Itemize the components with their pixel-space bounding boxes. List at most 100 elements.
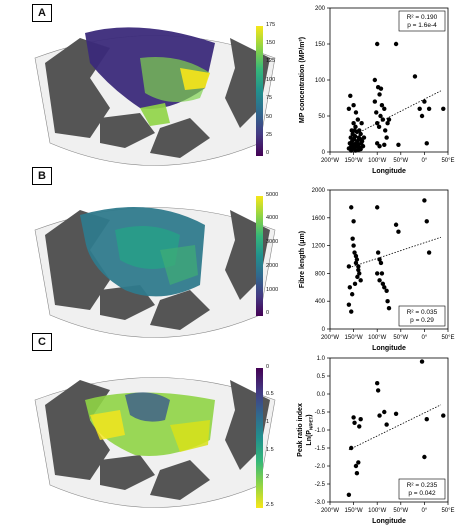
y-tick-label: 800 [315, 271, 326, 277]
panel-label-a: A [32, 4, 52, 22]
data-point [385, 121, 390, 126]
data-point [386, 117, 392, 122]
y-axis-label-2: Ln(PN/PET) [306, 414, 314, 445]
data-point [359, 121, 364, 126]
stats-r2: R² = 0.190 [407, 14, 438, 21]
data-point [358, 131, 363, 137]
data-point [393, 222, 399, 227]
data-point [412, 74, 418, 79]
data-point [356, 460, 361, 465]
landmass-greenland [150, 460, 210, 500]
data-point [353, 463, 359, 469]
data-point [383, 128, 388, 133]
y-axis-label: MP concentration (MP/m³) [299, 37, 306, 123]
x-tick-label: 0° [422, 508, 428, 514]
data-point [380, 281, 386, 287]
data-point [375, 205, 380, 210]
data-point [382, 142, 387, 147]
x-tick-label: 200°W [321, 158, 339, 164]
colorbar-c [256, 368, 263, 508]
x-tick-label: 0° [422, 158, 428, 164]
data-point [393, 41, 399, 47]
data-point [346, 264, 352, 269]
stats-box [398, 10, 446, 32]
data-point [396, 142, 401, 147]
data-point [374, 110, 379, 115]
x-tick-label: 200°W [321, 508, 339, 514]
y-tick-label: -2.0 [315, 464, 326, 470]
data-point [426, 106, 432, 112]
scatter-b: 200°W 150°W 100°W 50°W 0° 50°E 0 400 800 1200 1600… [299, 188, 455, 352]
data-point [350, 236, 355, 241]
data-point [346, 492, 352, 497]
data-point [348, 93, 353, 99]
data-point [375, 41, 380, 47]
data-point [393, 411, 399, 416]
x-axis-label: Longitude [372, 518, 406, 525]
landmass-canada [100, 113, 155, 148]
data-point [377, 144, 382, 149]
colorbar-c-ticks: 0 0.5 1 1.5 2 2.5 [266, 364, 274, 508]
x-tick-label: 50°E [441, 335, 454, 341]
data-point [417, 106, 422, 112]
data-point [358, 417, 363, 422]
y-tick-label: -0.5 [315, 410, 326, 416]
data-point [349, 309, 354, 314]
stats-box [398, 305, 446, 327]
data-point [358, 278, 363, 283]
data-point [352, 420, 357, 425]
data-point [386, 305, 392, 311]
data-point [441, 106, 446, 112]
colorbar-b-ticks: 5000 4000 3000 2000 1000 0 [266, 192, 279, 316]
x-tick-label: 200°W [321, 335, 339, 341]
data-point [376, 124, 382, 129]
data-point [375, 381, 380, 386]
data-point [378, 86, 384, 91]
x-tick-label: 150°W [345, 335, 363, 341]
data-point [384, 288, 389, 293]
y-tick-label: -1.5 [315, 446, 326, 452]
data-point [349, 292, 355, 297]
data-point [380, 117, 386, 122]
stats-r2: R² = 0.235 [407, 482, 438, 489]
data-point [357, 271, 362, 276]
plot-frame [329, 189, 449, 330]
data-point [348, 135, 353, 140]
y-tick-label: 0.0 [317, 392, 326, 398]
data-point [359, 139, 365, 144]
x-tick-label: 150°W [345, 158, 363, 164]
data-point [352, 133, 358, 139]
y-tick-label: 0 [322, 327, 326, 333]
stats-p: p = 1.6e-4 [407, 22, 437, 29]
data-point [351, 219, 356, 224]
data-point [422, 454, 427, 460]
y-axis-label: Peak ratio index [297, 403, 304, 457]
data-point [375, 250, 381, 255]
data-point [396, 229, 401, 234]
y-tick-label: 1600 [312, 216, 326, 222]
data-point [351, 103, 356, 108]
y-tick-label: 100 [315, 78, 326, 84]
data-point [377, 413, 382, 418]
landmass-greenland [150, 290, 210, 330]
data-point [355, 117, 361, 122]
data-point [377, 92, 382, 97]
data-point [353, 110, 359, 115]
data-point [426, 250, 432, 255]
data-point [375, 388, 381, 393]
stats-box [398, 478, 446, 500]
y-tick-label: 1200 [312, 244, 326, 250]
data-point [355, 274, 360, 280]
y-tick-label: 1.0 [317, 356, 326, 362]
y-tick-label: 400 [315, 299, 326, 305]
y-tick-label: 50 [318, 114, 325, 120]
data-point [353, 260, 359, 266]
landmass-greenland [150, 118, 210, 158]
map-a [34, 27, 276, 166]
data-point [346, 302, 352, 307]
y-tick-label: -1.0 [315, 428, 326, 434]
data-point [356, 264, 361, 269]
data-point [361, 135, 367, 140]
data-point [377, 257, 382, 262]
data-point [424, 417, 429, 422]
